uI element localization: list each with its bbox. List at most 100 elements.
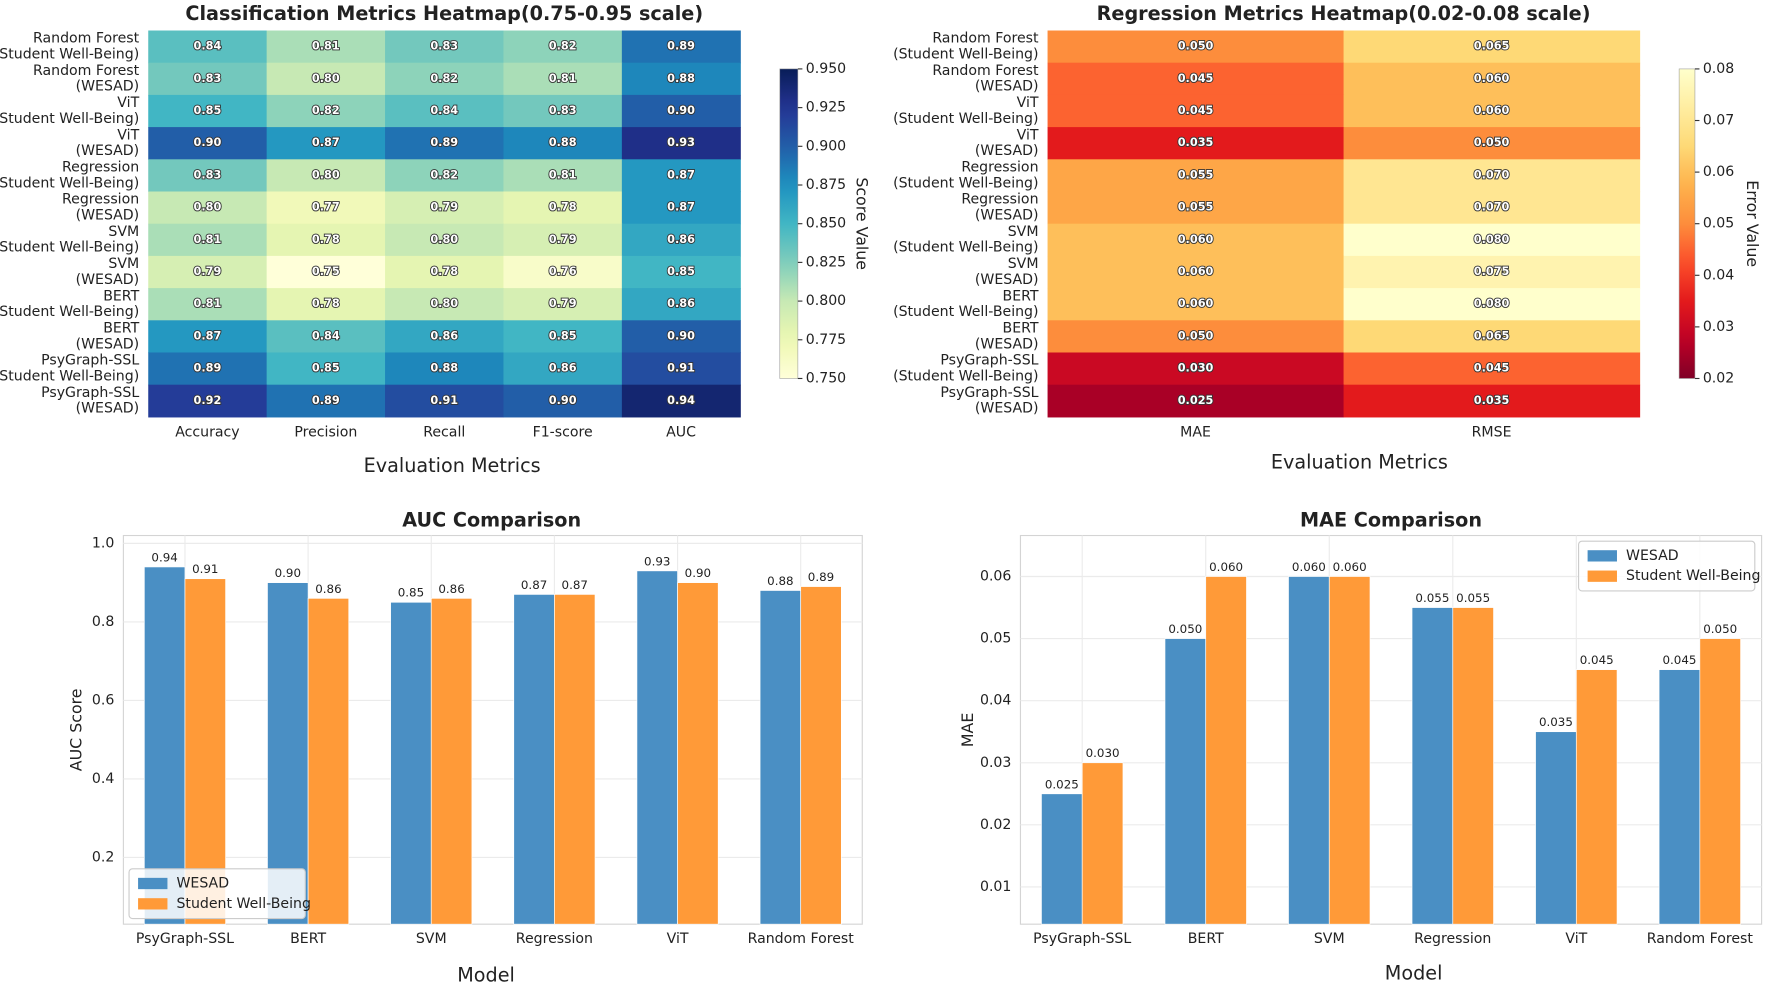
cell-label: 0.78 (312, 297, 340, 310)
heatmap-cell (148, 127, 268, 160)
x-tick-label: Regression (516, 931, 593, 947)
x-tick-label: Regression (1414, 931, 1491, 947)
heatmap-cell (503, 30, 623, 64)
colorbar-tick-label: 0.750 (806, 370, 846, 386)
cell-label: 0.88 (667, 72, 695, 85)
colorbar-label: Score Value (853, 177, 872, 270)
cell-label: 0.80 (430, 233, 458, 246)
bar (1205, 576, 1247, 925)
colorbar-tick-label: 0.900 (806, 138, 846, 154)
colorbar-tick-label: 0.850 (806, 216, 846, 232)
chart-title: Classification Metrics Heatmap(0.75-0.95… (185, 2, 703, 25)
heatmap-cell (385, 159, 505, 193)
heatmap-cell (621, 288, 741, 321)
cell-label: 0.80 (312, 168, 340, 181)
chart-title: Regression Metrics Heatmap(0.02-0.08 sca… (1097, 2, 1591, 25)
colorbar-tick-label: 0.925 (806, 100, 846, 116)
cell-label: 0.045 (1178, 104, 1214, 117)
heatmap-cell (1343, 223, 1641, 257)
cell-label: 0.92 (194, 394, 222, 407)
heatmap-cell (385, 191, 505, 225)
row-label: PsyGraph-SSL (WESAD) (41, 385, 139, 417)
row-label-line: Regression (62, 192, 139, 208)
heatmap-cell (148, 30, 268, 64)
heatmap-cell (1343, 127, 1641, 160)
x-tick-label: RMSE (1472, 425, 1512, 441)
heatmap-cell (1343, 320, 1641, 354)
row-label: BERT (Student Well-Being) (0, 288, 140, 320)
bar (1328, 576, 1371, 925)
cell-label: 0.060 (1474, 104, 1510, 117)
row-label-line: BERT (1003, 288, 1039, 304)
heatmap-cell (621, 320, 741, 354)
cell-label: 0.055 (1178, 201, 1214, 214)
row-label-line: (Student Well-Being) (893, 240, 1038, 256)
heatmap-cell (385, 62, 505, 96)
bar (1658, 669, 1701, 925)
heatmap-cell (148, 255, 268, 289)
cell-label: 0.90 (194, 136, 222, 149)
row-label: PsyGraph-SSL (Student Well-Being) (893, 353, 1039, 385)
bar-value-label: 0.060 (1292, 560, 1326, 574)
row-label: ViT (WESAD) (76, 127, 140, 159)
heatmap-cell (266, 94, 386, 128)
x-axis-title: Model (457, 964, 515, 987)
row-label: PsyGraph-SSL (WESAD) (940, 385, 1038, 417)
cell-label: 0.065 (1474, 40, 1510, 53)
heatmap-cell (385, 30, 505, 64)
colorbar-tick-label: 0.03 (1703, 319, 1734, 335)
row-label: BERT (WESAD) (975, 320, 1039, 352)
heatmap-cell (1047, 159, 1345, 193)
bar-value-label: 0.055 (1415, 591, 1449, 605)
row-label: SVM (WESAD) (76, 256, 140, 288)
y-tick-label: 0.01 (980, 879, 1011, 895)
heatmap-cell (385, 288, 505, 321)
cell-label: 0.87 (194, 329, 222, 342)
bar-value-label: 0.94 (151, 550, 177, 564)
bar (1041, 793, 1083, 925)
cell-label: 0.83 (194, 72, 222, 85)
cell-label: 0.75 (312, 265, 340, 278)
colorbar-tick-label: 0.08 (1703, 61, 1734, 77)
cell-label: 0.89 (312, 394, 340, 407)
cell-label: 0.060 (1178, 233, 1214, 246)
bar-value-label: 0.89 (808, 570, 834, 584)
cell-label: 0.82 (312, 104, 340, 117)
cell-label: 0.060 (1178, 265, 1214, 278)
legend-label: Student Well-Being (176, 896, 310, 912)
cell-label: 0.90 (667, 104, 695, 117)
x-tick-label: F1-score (533, 425, 593, 441)
bar (1411, 607, 1454, 925)
heatmap-cell (1047, 30, 1345, 64)
bar (513, 594, 555, 925)
cell-label: 0.89 (430, 136, 458, 149)
row-label-line: (WESAD) (76, 272, 140, 288)
bar-value-label: 0.93 (644, 554, 670, 568)
bar (184, 578, 226, 925)
heatmap-cell (1343, 255, 1641, 289)
row-label: SVM (WESAD) (975, 256, 1039, 288)
colorbar-label: Error Value (1743, 180, 1762, 267)
bar (1575, 669, 1618, 925)
cell-label: 0.82 (549, 40, 577, 53)
cell-label: 0.83 (430, 40, 458, 53)
cell-label: 0.030 (1178, 362, 1214, 375)
heatmap-cell (148, 384, 268, 418)
cell-label: 0.075 (1474, 265, 1510, 278)
heatmap-cell (1047, 320, 1345, 354)
cell-label: 0.78 (312, 233, 340, 246)
bar (800, 586, 842, 925)
row-label-line: BERT (103, 288, 139, 304)
cell-label: 0.86 (667, 233, 695, 246)
row-label-line: (Student Well-Being) (0, 240, 139, 256)
row-label: SVM (Student Well-Being) (0, 224, 139, 256)
cell-label: 0.94 (667, 394, 695, 407)
row-label-line: (Student Well-Being) (0, 111, 139, 127)
row-label: ViT (Student Well-Being) (0, 95, 140, 127)
cell-label: 0.77 (312, 201, 340, 214)
cell-label: 0.87 (667, 201, 695, 214)
heatmap-cell (266, 159, 386, 193)
row-label-line: Regression (62, 159, 139, 175)
y-tick-label: 0.8 (92, 614, 114, 630)
row-label-line: PsyGraph-SSL (940, 353, 1038, 369)
